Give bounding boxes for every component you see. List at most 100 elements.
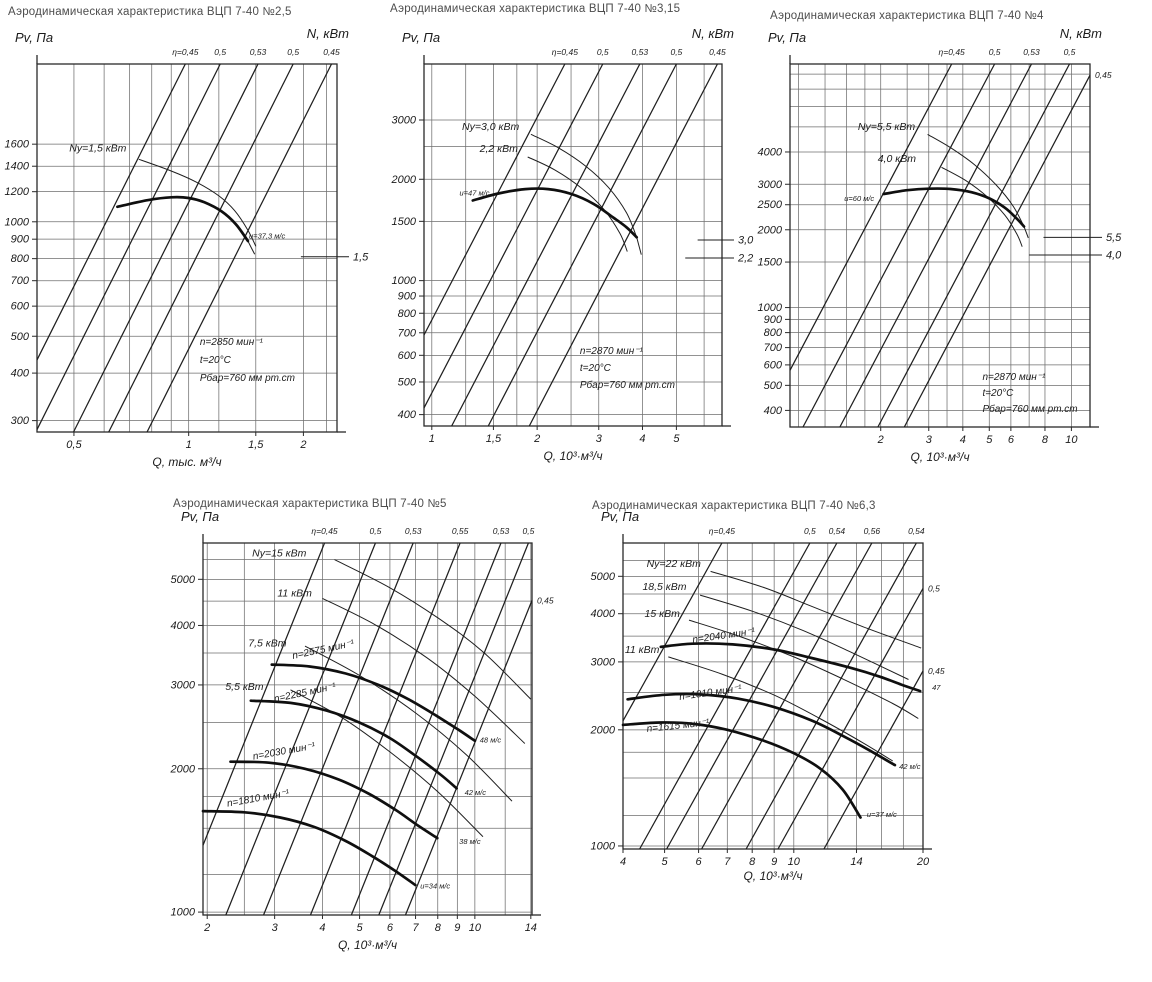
eta-label: 0,54: [829, 526, 846, 536]
annotation: u=37 м/с: [867, 810, 897, 819]
eta-label: 0,54: [908, 526, 925, 536]
x-tick-label: 8: [749, 856, 756, 868]
power-lines: [290, 559, 532, 838]
conditions-line: n=2850 мин⁻¹: [200, 337, 264, 348]
y-tick-label: 500: [398, 376, 417, 388]
conditions-line: t=20°C: [580, 363, 612, 374]
y-tick-label: 1400: [5, 161, 30, 173]
eta-label: 0,53: [405, 526, 422, 536]
annotation: 38 м/с: [459, 837, 481, 846]
y-tick-label: 500: [11, 331, 30, 343]
annotation: n=1810 мин⁻¹: [679, 683, 744, 703]
chart-canvas: 1 1,5 2 3 4 5 400 500 600 700 800 900 1000 1500 2000 30…: [391, 26, 755, 463]
chart-vcp-7-40-no5: Аэродинамическая характеристика ВЦП 7-40…: [160, 490, 560, 982]
eta-label: 0,5: [670, 47, 682, 57]
y-tick-label: 2500: [757, 199, 783, 211]
eta-label: η=0,45: [172, 47, 198, 57]
y-tick-label: 1000: [758, 302, 783, 314]
annotation: u=60 м/с: [844, 194, 874, 203]
efficiency-lines: [36, 63, 333, 433]
annotation: 2,2 кВт: [479, 143, 518, 155]
fan-curve-n=1810: [201, 809, 417, 887]
power-lines: [527, 133, 642, 255]
efficiency-lines: [789, 63, 1091, 428]
fan-curves: [201, 663, 477, 887]
x-tick-label: 10: [1065, 434, 1078, 446]
grid: [37, 64, 337, 432]
x-tick-label: 5: [673, 433, 680, 445]
annotation: n=2030 мин⁻¹: [252, 741, 317, 763]
y-tick-label: 2000: [757, 224, 783, 236]
y-tick-label: 2000: [391, 174, 417, 186]
y-tick-label: 1000: [591, 840, 616, 852]
chart-canvas: 0,5 1 1,5 2 300 400 500 600 700 800 900 1000 1200 140…: [5, 26, 370, 469]
conditions-line: Рбар=760 мм рт.ст: [580, 379, 675, 391]
eta-label: 0,5: [928, 583, 940, 593]
x-tick-label: 2: [299, 439, 306, 451]
x-tick-label: 1,5: [486, 433, 502, 445]
eta-label: 0,53: [250, 47, 267, 57]
eta-label: 0,45: [928, 666, 945, 676]
annotation: 42 м/с: [465, 788, 487, 797]
y-tick-label: 600: [398, 350, 417, 362]
chart-title: Аэродинамическая характеристика ВЦП 7-40…: [173, 498, 447, 510]
x-tick-label: 6: [1008, 434, 1015, 446]
y-tick-label: 4000: [591, 608, 616, 620]
grid: [203, 543, 532, 915]
y-tick-label: 1500: [758, 257, 783, 269]
fan-curve-n=1615: [621, 721, 862, 819]
grid: [790, 64, 1090, 427]
x-tick-label: 5: [662, 856, 669, 868]
x-axis-title: Q, 10³·м³/ч: [743, 869, 802, 883]
x-tick-label: 2: [533, 433, 540, 445]
chart-title: Аэродинамическая характеристика ВЦП 7-40…: [390, 3, 681, 15]
y-tick-label: 5000: [591, 571, 616, 583]
y-tick-label: 2000: [170, 763, 196, 775]
x-tick-label: 2: [203, 922, 210, 934]
axes: [202, 534, 541, 916]
power-value-label: 4,0: [1106, 250, 1122, 262]
x-axis-title: Q, тыс. м³/ч: [152, 455, 221, 469]
x-tick-label: 8: [435, 922, 442, 934]
x-tick-label: 5: [357, 922, 364, 934]
annotation: 5,5 кВт: [225, 681, 263, 693]
y-tick-label: 5000: [171, 574, 196, 586]
x-tick-label: 9: [771, 856, 777, 868]
x-tick-label: 2: [877, 434, 884, 446]
chart-canvas: 4 5 6 7 8 9 10 14 20 1000 2000 3000 4000 5000 η=0,45 0,…: [590, 509, 945, 883]
axes: [789, 55, 1099, 428]
annotation: u=47 м/с: [460, 189, 490, 198]
eta-label: 0,56: [864, 526, 881, 536]
x-tick-label: 3: [596, 433, 603, 445]
power-lines: [668, 570, 922, 762]
conditions-line: n=2870 мин⁻¹: [580, 346, 644, 357]
y-tick-label: 900: [11, 234, 30, 246]
eta-label: 0,5: [287, 47, 299, 57]
x-tick-label: 4: [960, 434, 966, 446]
eta-label: 0,45: [537, 595, 554, 605]
fan-curve-n=2850: [116, 195, 250, 243]
annotation: n=1810 мин⁻¹: [226, 788, 291, 810]
fan-curve-n=2285: [249, 699, 458, 790]
annotation: Ny=3,0 кВт: [462, 121, 519, 133]
x-tick-label: 0,5: [66, 439, 82, 451]
x-axis-title: Q, 10³·м³/ч: [910, 450, 969, 464]
y-tick-label: 800: [764, 327, 783, 339]
annotation: n=2575 мин⁻¹: [291, 638, 356, 662]
annotation: 42 м/с: [899, 762, 921, 771]
fan-curve-n=2575: [270, 663, 477, 743]
y-tick-label: 400: [764, 405, 783, 417]
y-tick-label: 600: [11, 301, 30, 313]
tick-labels: 4 5 6 7 8 9 10 14 20 1000 2000 3000 4000 5000: [590, 571, 930, 868]
conditions-line: t=20°C: [200, 355, 232, 366]
eta-label: 0,45: [1095, 70, 1112, 80]
fan-curve-n=2870: [471, 187, 639, 239]
annotation: Ny=1,5 кВт: [69, 143, 126, 155]
y-axis-title: Pv, Па: [402, 30, 440, 45]
fan-curves: [471, 187, 639, 239]
conditions-line: Рбар=760 мм рт.ст: [200, 372, 295, 384]
x-tick-label: 10: [469, 922, 482, 934]
chart-vcp-7-40-no3-15: Аэродинамическая характеристика ВЦП 7-40…: [378, 0, 768, 480]
annotation: 11 кВт: [625, 644, 660, 656]
